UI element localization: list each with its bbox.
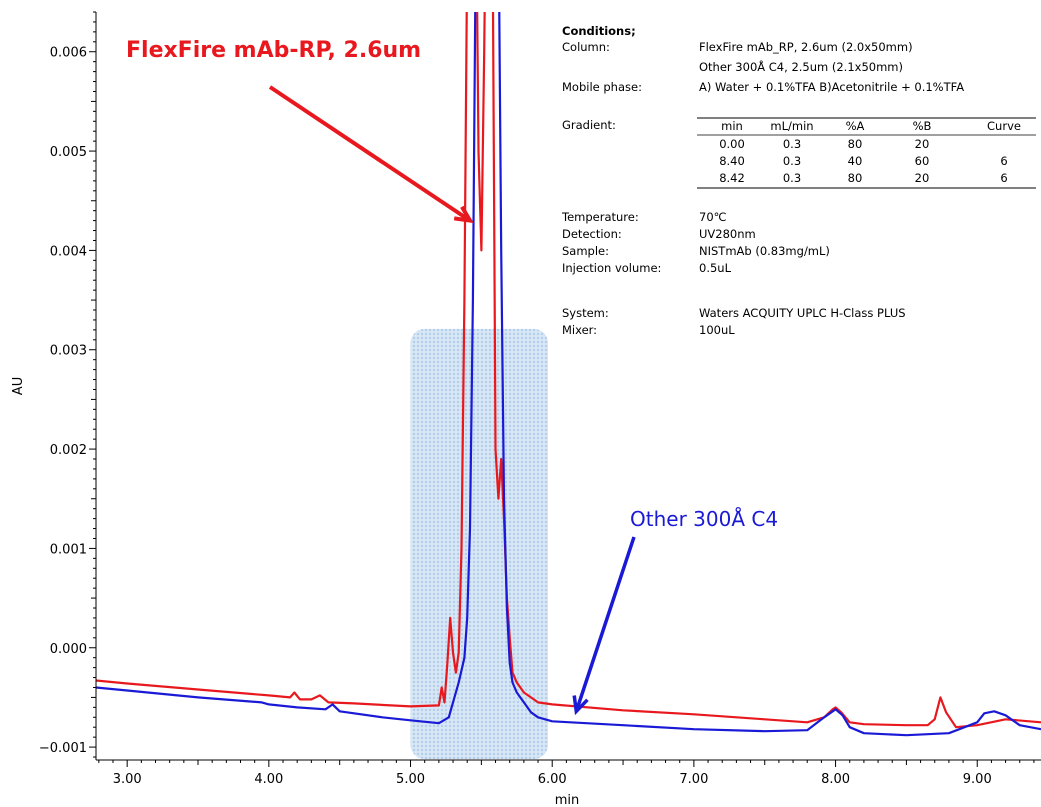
x-tick-label: 9.00: [963, 772, 992, 787]
gradient-cell: 20: [915, 137, 930, 151]
system-label: Mixer:: [562, 323, 597, 337]
annotation-flexfire-label: FlexFire mAb-RP, 2.6um: [126, 38, 421, 63]
y-tick-label: −0.001: [39, 741, 87, 756]
gradient-cell: 20: [915, 171, 930, 185]
gradient-header-cell: Curve: [987, 119, 1021, 133]
x-axis-title: min: [555, 793, 580, 807]
param-label: Injection volume:: [562, 261, 661, 275]
param-value: NISTmAb (0.83mg/mL): [699, 244, 830, 258]
series-line-1: [96, 12, 1041, 737]
gradient-header-cell: min: [721, 119, 743, 133]
x-tick-label: 5.00: [396, 772, 425, 787]
x-tick-label: 6.00: [538, 772, 567, 787]
system-value: 100uL: [699, 323, 735, 337]
y-ticks: −0.001 0.000 0.001 0.002 0.003 0.004 0.005 0.00…: [39, 11, 96, 758]
gradient-cell: 0.3: [783, 154, 801, 168]
param-value: 70℃: [699, 210, 727, 224]
axes: [95, 12, 1041, 761]
gradient-cell: 0.00: [719, 137, 745, 151]
annotation-other-arrow-head: [572, 695, 589, 716]
y-tick-label: 0.006: [50, 46, 87, 61]
column-other: Other 300Å C4, 2.5um (2.1x50mm): [699, 59, 903, 74]
annotation-flexfire-arrow-head: [453, 205, 474, 224]
x-ticks: 3.00 4.00 5.00 6.00 7.00 8.00 9.00: [98, 760, 1035, 787]
gradient-cell: 80: [848, 171, 863, 185]
gradient-cell: 80: [848, 137, 863, 151]
system-label: System:: [562, 306, 609, 320]
system-value: Waters ACQUITY UPLC H-Class PLUS: [699, 306, 906, 320]
mobile-phase-label: Mobile phase:: [562, 80, 642, 94]
y-tick-label: 0.004: [50, 244, 87, 259]
gradient-header-cell: %B: [913, 119, 932, 133]
param-label: Sample:: [562, 244, 609, 258]
y-tick-label: 0.003: [50, 344, 87, 359]
gradient-header-cell: mL/min: [770, 119, 813, 133]
conditions-panel: Conditions; Column: FlexFire mAb_RP, 2.6…: [561, 24, 1036, 337]
x-tick-label: 7.00: [679, 772, 708, 787]
annotation-flexfire-arrow: [268, 85, 472, 223]
y-tick-label: 0.002: [50, 443, 87, 458]
gradient-cell: 60: [915, 154, 930, 168]
param-value: UV280nm: [699, 227, 756, 241]
y-tick-label: 0.001: [50, 542, 87, 557]
gradient-header-cell: %A: [846, 119, 865, 133]
column-flexfire: FlexFire mAb_RP, 2.6um (2.0x50mm): [699, 40, 913, 54]
highlight-region-box: [410, 328, 548, 760]
gradient-cell: 0.3: [783, 137, 801, 151]
series-layer: [96, 12, 1041, 737]
annotation-other-label: Other 300Å C4: [630, 507, 778, 531]
x-tick-label: 3.00: [113, 772, 142, 787]
param-value: 0.5uL: [699, 261, 732, 275]
x-tick-label: 4.00: [254, 772, 283, 787]
gradient-cell: 40: [848, 154, 863, 168]
gradient-cell: 8.40: [719, 154, 745, 168]
param-label: Detection:: [562, 227, 622, 241]
gradient-cell: 0.3: [783, 171, 801, 185]
gradient-cell: 8.42: [719, 171, 745, 185]
gradient-label: Gradient:: [562, 118, 616, 132]
gradient-cell: 6: [1000, 171, 1007, 185]
y-axis-title: AU: [11, 377, 26, 395]
y-tick-label: 0.000: [50, 642, 87, 657]
column-label: Column:: [562, 40, 610, 54]
annotation-arrows: [268, 85, 636, 716]
highlight-region: [410, 328, 548, 760]
series-line-0: [96, 12, 1041, 729]
y-tick-label: 0.005: [50, 145, 87, 160]
mobile-phase-value: A) Water + 0.1%TFA B)Acetonitrile + 0.1%…: [699, 80, 964, 94]
gradient-cell: 6: [1000, 154, 1007, 168]
annotation-other-arrow: [574, 536, 636, 712]
parameters-block: Temperature: 70℃ Detection: UV280nm Sample: N…: [561, 210, 906, 337]
param-label: Temperature:: [561, 210, 639, 224]
x-tick-label: 8.00: [821, 772, 850, 787]
conditions-heading: Conditions;: [562, 24, 636, 38]
